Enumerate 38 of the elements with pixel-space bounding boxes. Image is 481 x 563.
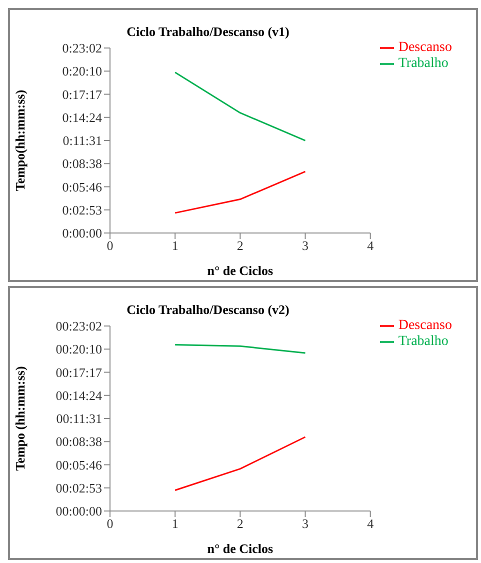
y-tick-label: 00:08:38 bbox=[56, 434, 102, 450]
y-tick-label: 0:08:38 bbox=[62, 156, 102, 172]
y-axis-title: Tempo(hh:mm:ss) bbox=[12, 90, 28, 192]
y-tick-label: 0:05:46 bbox=[62, 179, 102, 194]
x-tick-label: 3 bbox=[302, 238, 309, 254]
x-tick-label: 1 bbox=[172, 516, 178, 532]
y-axis-title: Tempo (hh:mm:ss) bbox=[12, 366, 28, 471]
y-tick-label: 0:11:31 bbox=[62, 133, 102, 148]
chart-title: Ciclo Trabalho/Descanso (v2) bbox=[126, 302, 290, 318]
y-tick-label: 0:17:17 bbox=[62, 86, 102, 102]
x-tick-label: 4 bbox=[367, 516, 374, 532]
y-tick-label: 0:20:10 bbox=[62, 64, 102, 79]
y-tick-label: 0:00:00 bbox=[62, 226, 102, 241]
chart-title: Ciclo Trabalho/Descanso (v1) bbox=[126, 24, 290, 40]
x-axis-title: n° de Ciclos bbox=[207, 541, 274, 556]
x-axis-title: n° de Ciclos bbox=[207, 263, 274, 278]
legend-label: Trabalho bbox=[398, 56, 448, 71]
y-tick-label: 00:23:02 bbox=[56, 318, 102, 334]
y-tick-label: 00:20:10 bbox=[56, 342, 102, 357]
x-tick-label: 0 bbox=[106, 516, 114, 532]
x-tick-label: 2 bbox=[236, 238, 244, 254]
x-tick-label: 4 bbox=[367, 238, 374, 254]
y-tick-label: 00:11:31 bbox=[56, 411, 102, 426]
x-tick-label: 3 bbox=[302, 516, 309, 532]
x-tick-label: 1 bbox=[172, 238, 178, 254]
y-tick-label: 00:00:00 bbox=[56, 504, 102, 519]
y-tick-label: 00:14:24 bbox=[56, 388, 102, 403]
y-tick-label: 0:02:53 bbox=[62, 202, 102, 218]
legend-label: Trabalho bbox=[398, 334, 448, 349]
x-tick-label: 2 bbox=[236, 516, 244, 532]
y-tick-label: 00:17:17 bbox=[56, 364, 102, 380]
legend-label: Descanso bbox=[398, 40, 452, 55]
y-tick-label: 00:02:53 bbox=[56, 480, 102, 496]
x-tick-label: 0 bbox=[106, 238, 114, 254]
y-tick-label: 0:14:24 bbox=[62, 110, 102, 125]
legend-label: Descanso bbox=[398, 318, 452, 333]
y-tick-label: 0:23:02 bbox=[62, 40, 102, 56]
y-tick-label: 00:05:46 bbox=[56, 457, 102, 472]
